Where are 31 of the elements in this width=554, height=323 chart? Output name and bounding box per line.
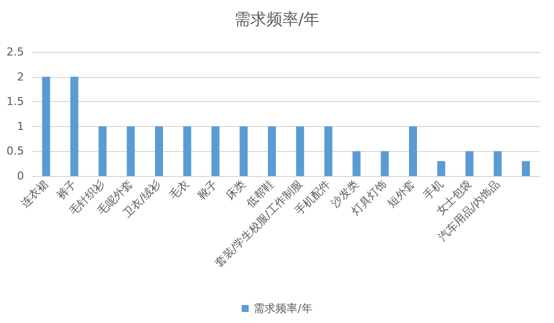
bar [211, 126, 220, 176]
bar [409, 126, 417, 176]
y-tick-label: 2.5 [6, 46, 24, 58]
bar [465, 151, 474, 176]
y-tick-label: 0.5 [6, 144, 24, 158]
y-tick-label: 2 [17, 70, 24, 84]
x-tick-label: 短外套 [385, 177, 418, 210]
bar [70, 76, 78, 176]
bar [240, 126, 248, 176]
chart-title: 需求频率/年 [234, 10, 320, 28]
bar [155, 126, 163, 176]
y-tick-label: 0 [17, 170, 24, 182]
bar [296, 126, 304, 176]
legend-label: 需求频率/年 [254, 302, 312, 315]
bar [98, 126, 107, 176]
bar [42, 76, 50, 176]
bar [126, 126, 135, 176]
x-tick-label: 靴子 [195, 177, 220, 202]
bar [268, 126, 276, 176]
y-tick-label: 1.5 [6, 95, 24, 108]
bar [380, 151, 389, 176]
bar [494, 151, 502, 176]
y-tick-label: 1 [17, 120, 24, 133]
bar [183, 126, 192, 176]
bar [324, 126, 332, 176]
bar [352, 151, 361, 176]
x-tick-label: 毛衣 [167, 177, 192, 202]
x-tick-label: 床类 [224, 177, 248, 202]
x-tick-label: 手机 [421, 177, 446, 202]
bar [437, 161, 446, 176]
bar [522, 161, 530, 176]
